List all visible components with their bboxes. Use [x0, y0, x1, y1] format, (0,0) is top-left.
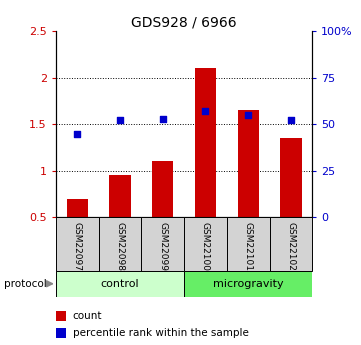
Bar [56, 217, 99, 271]
Text: GSM22101: GSM22101 [244, 221, 253, 270]
Bar [238, 110, 259, 217]
Bar [67, 199, 88, 217]
Bar [99, 217, 142, 271]
Bar [195, 68, 216, 217]
Point [117, 118, 123, 123]
Point [288, 118, 294, 123]
Text: GSM22100: GSM22100 [201, 221, 210, 270]
Bar [270, 217, 312, 271]
Text: protocol: protocol [4, 279, 46, 289]
Text: control: control [101, 279, 139, 289]
Text: count: count [73, 311, 102, 321]
Bar [184, 217, 227, 271]
Text: GSM22099: GSM22099 [158, 221, 167, 270]
Bar [280, 138, 301, 217]
Text: GSM22097: GSM22097 [73, 221, 82, 270]
Text: GSM22102: GSM22102 [286, 221, 295, 270]
Text: GSM22098: GSM22098 [116, 221, 125, 270]
Title: GDS928 / 6966: GDS928 / 6966 [131, 16, 237, 30]
Bar [184, 271, 312, 297]
Point [74, 131, 80, 136]
Point [160, 116, 166, 121]
Point [245, 112, 251, 118]
Bar [142, 217, 184, 271]
Text: microgravity: microgravity [213, 279, 283, 289]
Text: percentile rank within the sample: percentile rank within the sample [73, 328, 248, 338]
Bar [56, 328, 66, 338]
Bar [227, 217, 270, 271]
Bar [152, 161, 173, 217]
Point [203, 108, 208, 114]
Bar [56, 271, 184, 297]
Bar [109, 175, 131, 217]
Bar [56, 310, 66, 321]
